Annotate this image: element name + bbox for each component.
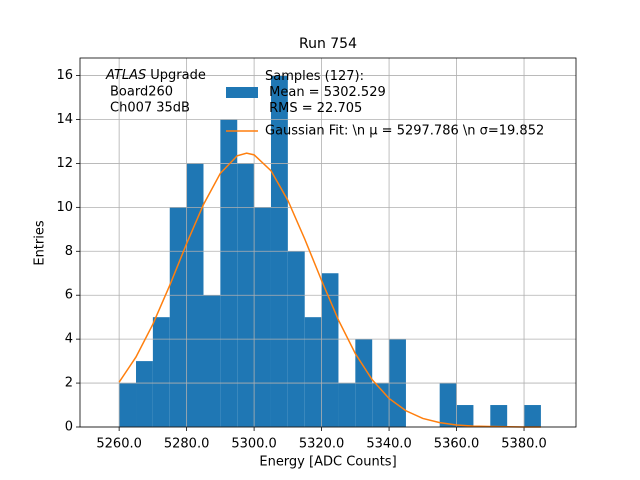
plot-frame <box>79 57 577 428</box>
y-tick-label: 8 <box>65 244 73 259</box>
bar <box>169 207 187 427</box>
bar <box>304 317 322 427</box>
x-tick-label: 5320.0 <box>299 437 345 452</box>
y-tick-label: 16 <box>56 68 73 83</box>
x-tick-label: 5380.0 <box>501 437 547 452</box>
bar <box>338 383 356 427</box>
y-tick-label: 2 <box>65 376 73 391</box>
bar <box>524 405 541 427</box>
bar <box>490 405 508 427</box>
fit-line <box>118 152 541 428</box>
y-tick-label: 4 <box>65 332 73 347</box>
y-tick-label: 0 <box>65 420 73 435</box>
bar <box>456 405 474 427</box>
annotation-line: Board260 <box>110 85 173 100</box>
y-tick-label: 12 <box>56 156 73 171</box>
x-tick-label: 5360.0 <box>434 437 480 452</box>
x-tick-label: 5300.0 <box>231 437 277 452</box>
bar <box>321 273 339 427</box>
bar <box>203 295 221 427</box>
y-tick-label: 6 <box>65 288 73 303</box>
x-tick-label: 5260.0 <box>96 437 142 452</box>
legend-label: Gaussian Fit: \n μ = 5297.786 \n σ=19.85… <box>265 124 544 139</box>
x-tick-label: 5280.0 <box>164 437 210 452</box>
annotation-line: Ch007 35dB <box>110 101 190 116</box>
bar <box>119 383 137 427</box>
bar <box>254 207 271 427</box>
y-axis-label: Entries <box>33 220 48 266</box>
y-tick-label: 14 <box>56 112 73 127</box>
legend-swatch <box>226 87 258 98</box>
legend-label: Samples (127): Mean = 5302.529 RMS = 22.… <box>265 69 386 116</box>
chart-title: Run 754 <box>299 36 357 52</box>
x-axis-label: Energy [ADC Counts] <box>259 455 396 470</box>
bar <box>220 119 238 427</box>
annotation-line: Upgrade <box>150 68 206 83</box>
bar <box>152 317 170 427</box>
y-tick-label: 10 <box>56 200 73 215</box>
bar <box>136 361 153 427</box>
annotation-experiment: ATLAS <box>105 68 146 83</box>
annotation: ATLAS Upgrade <box>105 68 206 83</box>
x-tick-label: 5340.0 <box>366 437 412 452</box>
bar <box>439 383 457 427</box>
